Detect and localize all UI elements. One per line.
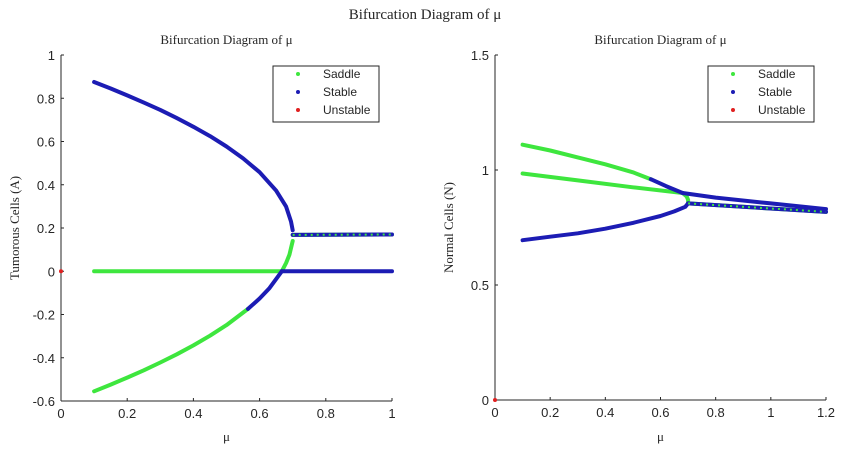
y-tick-label: -0.6 <box>33 394 55 409</box>
legend: Saddle Stable Unstable <box>273 66 379 122</box>
legend-label-unstable: Unstable <box>323 103 371 117</box>
plot-title: Bifurcation Diagram of μ <box>594 32 726 47</box>
y-tick-label: 0.4 <box>37 178 55 193</box>
legend-marker-stable <box>296 90 300 94</box>
legend-label-unstable: Unstable <box>758 103 806 117</box>
y-tick-label: 0.5 <box>471 278 489 293</box>
legend-marker-saddle <box>731 72 735 76</box>
y-tick-label: -0.2 <box>33 308 55 323</box>
x-tick-label: 0.6 <box>651 405 669 420</box>
y-tick-label: 0.6 <box>37 135 55 150</box>
x-axis-label: μ <box>657 429 664 444</box>
x-tick-label: 0.4 <box>184 406 202 421</box>
x-tick-label: 1 <box>388 406 395 421</box>
legend-label-stable: Stable <box>758 85 792 99</box>
legend-label-saddle: Saddle <box>758 67 796 81</box>
y-axis-label: Tumorous Cells (A) <box>7 176 22 280</box>
y-tick-label: 1 <box>48 48 55 63</box>
legend-label-saddle: Saddle <box>323 67 361 81</box>
series-stable-segment <box>248 271 282 309</box>
x-tick-label: 0 <box>57 406 64 421</box>
legend: Saddle Stable Unstable <box>708 66 814 122</box>
legend-marker-stable <box>731 90 735 94</box>
plot-title: Bifurcation Diagram of μ <box>160 32 292 47</box>
figure-title: Bifurcation Diagram of μ <box>349 7 502 23</box>
x-tick-label: 0.8 <box>707 405 725 420</box>
series-unstable-point <box>493 398 497 402</box>
legend-marker-saddle <box>296 72 300 76</box>
y-tick-label: -0.4 <box>33 351 55 366</box>
series-stable-segment <box>94 82 293 230</box>
x-tick-label: 0.2 <box>118 406 136 421</box>
x-tick-label: 1 <box>767 405 774 420</box>
series-stable-segment <box>523 203 689 240</box>
x-tick-label: 0 <box>491 405 498 420</box>
x-axis-label: μ <box>223 429 230 444</box>
plot-tumorous-cells: Bifurcation Diagram of μ μ Tumorous Cells … <box>7 32 396 444</box>
legend-label-stable: Stable <box>323 85 357 99</box>
x-tick-label: 0.6 <box>251 406 269 421</box>
x-tick-label: 0.2 <box>541 405 559 420</box>
y-tick-label: 0 <box>482 393 489 408</box>
y-tick-label: 0.8 <box>37 91 55 106</box>
series-saddle-segment <box>282 241 293 271</box>
x-tick-label: 1.2 <box>817 405 835 420</box>
legend-marker-unstable <box>731 108 735 112</box>
y-axis-label: Normal Cells (N) <box>441 182 456 273</box>
y-tick-label: 0 <box>48 264 55 279</box>
y-tick-label: 1 <box>482 163 489 178</box>
x-tick-label: 0.8 <box>317 406 335 421</box>
x-tick-label: 0.4 <box>596 405 614 420</box>
series-saddle-segment <box>94 309 248 391</box>
plot-normal-cells: Bifurcation Diagram of μ μ Normal Cells (N… <box>441 32 835 444</box>
y-tick-label: 1.5 <box>471 48 489 63</box>
legend-marker-unstable <box>296 108 300 112</box>
y-tick-label: 0.2 <box>37 221 55 236</box>
series-unstable-point <box>59 269 63 273</box>
